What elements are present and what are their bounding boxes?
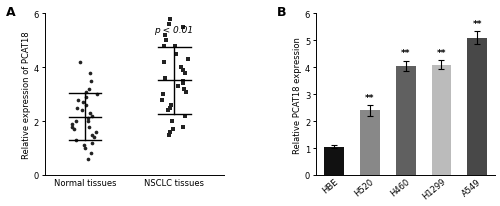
Point — [180, 26, 188, 29]
Y-axis label: Relative PCAT18 expression: Relative PCAT18 expression — [293, 37, 302, 153]
Point — [76, 61, 84, 64]
Point — [179, 69, 187, 72]
Point — [174, 85, 182, 88]
Point — [160, 45, 168, 48]
Point — [68, 123, 76, 126]
Point — [68, 125, 76, 129]
Point — [160, 93, 168, 96]
Point — [172, 53, 179, 56]
Point — [81, 147, 89, 150]
Point — [85, 125, 93, 129]
Point — [158, 98, 166, 102]
Point — [164, 109, 172, 112]
Y-axis label: Relative expression of PCAT18: Relative expression of PCAT18 — [22, 31, 30, 158]
Text: A: A — [6, 6, 16, 19]
Point — [178, 80, 186, 83]
Text: **: ** — [436, 49, 446, 57]
Point — [180, 88, 188, 91]
Point — [166, 131, 174, 134]
Point — [84, 120, 92, 123]
Text: **: ** — [401, 49, 410, 58]
Point — [165, 23, 173, 27]
Point — [72, 139, 80, 142]
Point — [179, 82, 187, 86]
Point — [90, 136, 98, 139]
Point — [168, 120, 175, 123]
Point — [179, 125, 187, 129]
Point — [94, 93, 102, 96]
Point — [182, 90, 190, 94]
Point — [92, 131, 100, 134]
Point — [162, 77, 170, 80]
Point — [74, 98, 82, 102]
Point — [166, 18, 173, 21]
Point — [180, 72, 188, 75]
Point — [82, 96, 90, 99]
Point — [87, 152, 95, 155]
Point — [160, 61, 168, 64]
Point — [165, 133, 173, 137]
Point — [86, 72, 94, 75]
Point — [162, 40, 170, 43]
Point — [88, 133, 96, 137]
Bar — [324, 147, 344, 175]
Bar — [360, 111, 380, 175]
Point — [82, 104, 90, 107]
Bar — [468, 39, 487, 175]
Point — [88, 115, 96, 118]
Point — [170, 128, 177, 131]
Bar — [396, 67, 415, 175]
Point — [171, 45, 179, 48]
Point — [78, 109, 86, 112]
Text: B: B — [277, 6, 286, 19]
Point — [86, 112, 94, 115]
Point — [72, 120, 80, 123]
Text: p < 0.01: p < 0.01 — [154, 26, 193, 35]
Point — [73, 107, 81, 110]
Text: **: ** — [366, 93, 375, 102]
Point — [184, 58, 192, 62]
Point — [168, 104, 175, 107]
Point — [87, 80, 95, 83]
Point — [88, 141, 96, 145]
Point — [84, 117, 92, 121]
Point — [85, 88, 93, 91]
Point — [70, 128, 78, 131]
Text: **: ** — [472, 20, 482, 29]
Point — [182, 115, 190, 118]
Bar — [432, 65, 452, 175]
Point — [80, 144, 88, 147]
Point — [80, 101, 88, 104]
Point — [82, 90, 90, 94]
Point — [166, 107, 174, 110]
Point — [178, 66, 186, 70]
Point — [161, 34, 169, 37]
Point — [84, 157, 92, 161]
